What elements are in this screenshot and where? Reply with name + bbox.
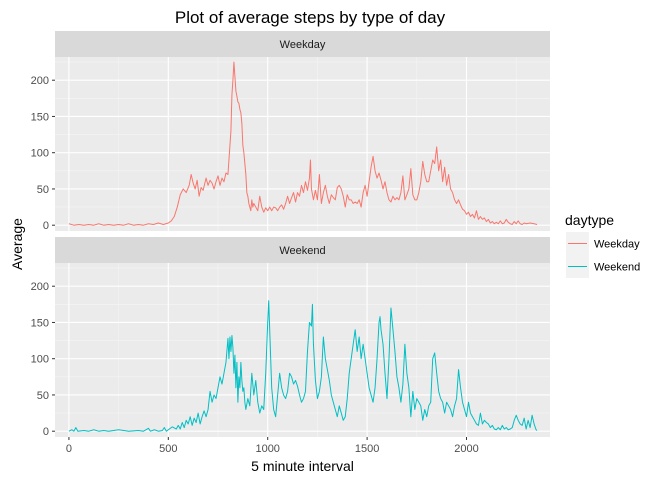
x-tick-label: 1500 xyxy=(355,443,379,455)
facet-weekend: Weekend 0 50 100 150 200 xyxy=(31,237,550,438)
y-tick-label: 50 xyxy=(37,390,49,402)
x-tick-label: 500 xyxy=(159,443,177,455)
panel-weekday xyxy=(55,57,550,231)
strip-weekday xyxy=(55,31,550,57)
y-tick-label: 150 xyxy=(31,317,49,329)
y-tick-label: 200 xyxy=(31,281,49,293)
chart-title: Plot of average steps by type of day xyxy=(175,8,446,27)
panel-weekend xyxy=(55,263,550,437)
series-line-weekend xyxy=(68,300,538,432)
y-ticks-weekday: 0 50 100 150 200 xyxy=(31,75,55,232)
strip-weekend xyxy=(55,237,550,263)
y-tick-label: 150 xyxy=(31,111,49,123)
x-ticks: 0 500 1000 1500 2000 xyxy=(66,437,479,455)
series-weekday xyxy=(68,61,538,226)
legend-label-weekday: Weekday xyxy=(594,239,640,251)
series-line-weekday xyxy=(68,61,538,226)
x-tick-label: 2000 xyxy=(454,443,478,455)
y-tick-label: 50 xyxy=(37,184,49,196)
legend-title: daytype xyxy=(565,212,614,228)
series-weekend xyxy=(68,300,538,432)
facet-weekday: Weekday 0 50 100 150 200 xyxy=(31,31,550,232)
y-ticks-weekend: 0 50 100 150 200 xyxy=(31,281,55,438)
x-tick-label: 0 xyxy=(66,443,72,455)
grid-weekday xyxy=(55,57,550,231)
y-tick-label: 0 xyxy=(43,220,49,232)
strip-weekday-label: Weekday xyxy=(280,39,326,51)
strip-weekend-label: Weekend xyxy=(279,245,325,257)
y-axis-title: Average xyxy=(9,218,25,270)
x-tick-label: 1000 xyxy=(255,443,279,455)
y-tick-label: 0 xyxy=(43,426,49,438)
y-tick-label: 100 xyxy=(31,354,49,366)
x-axis-title: 5 minute interval xyxy=(251,458,354,474)
legend: daytype Weekday Weekend xyxy=(565,212,640,278)
y-tick-label: 200 xyxy=(31,75,49,87)
y-tick-label: 100 xyxy=(31,148,49,160)
legend-label-weekend: Weekend xyxy=(594,262,640,274)
